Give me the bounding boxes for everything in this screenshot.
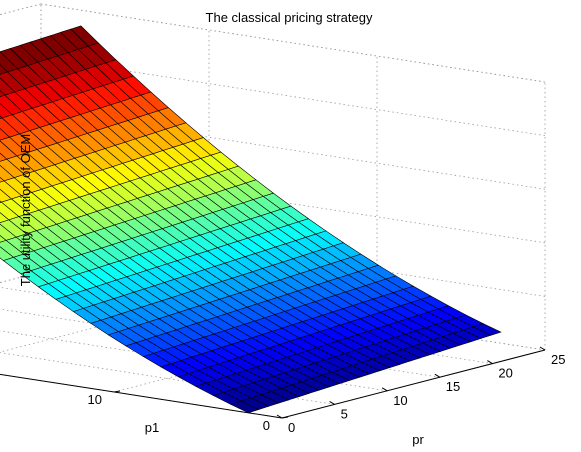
y-axis-label: p1 bbox=[145, 420, 159, 435]
y-axis-line bbox=[0, 373, 283, 419]
y-tick-label: 10 bbox=[88, 392, 102, 407]
surface-patch bbox=[230, 400, 260, 414]
x-tick-mark bbox=[276, 414, 283, 419]
surface-plot bbox=[0, 25, 502, 414]
x-tick-mark bbox=[329, 400, 335, 405]
z-axis-label: The utility function of OEM bbox=[18, 134, 33, 286]
x-tick-mark bbox=[539, 346, 546, 351]
y-tick-mark bbox=[113, 390, 121, 393]
x-tick-label: 20 bbox=[498, 366, 512, 381]
x-tick-mark bbox=[487, 360, 493, 365]
x-tick-label: 15 bbox=[446, 379, 460, 394]
axis-ticks: 12345601020300510152025 bbox=[88, 346, 565, 435]
y-tick-label: 0 bbox=[263, 418, 270, 433]
x-tick-label: 25 bbox=[551, 352, 565, 367]
x-tick-label: 5 bbox=[341, 406, 348, 421]
chart-title: The classical pricing strategy bbox=[206, 10, 373, 25]
x-tick-label: 10 bbox=[393, 393, 407, 408]
y-tick-mark bbox=[281, 416, 289, 419]
x-tick-label: 0 bbox=[288, 420, 295, 435]
x-tick-mark bbox=[434, 373, 441, 378]
x-tick-mark bbox=[381, 387, 388, 392]
x-axis-label: pr bbox=[412, 432, 424, 447]
x-axis-line bbox=[281, 349, 546, 419]
